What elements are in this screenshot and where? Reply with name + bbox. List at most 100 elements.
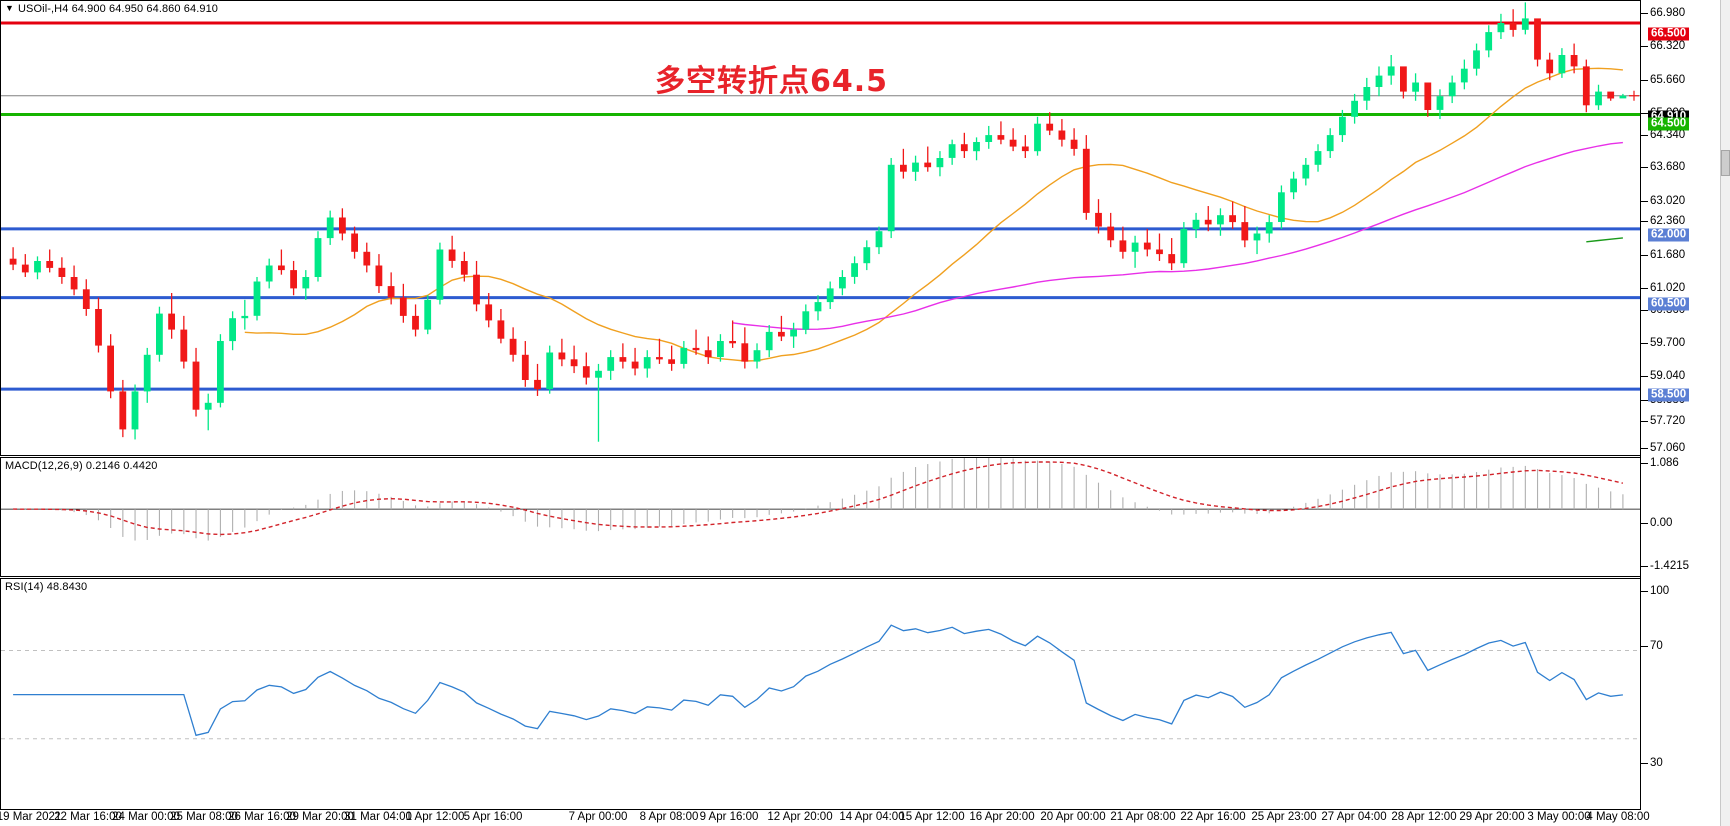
candlestick [729,341,736,344]
time-axis-label: 16 Apr 20:00 [969,811,1035,823]
candlestick [1180,228,1188,264]
candlestick [851,263,858,277]
candlestick [960,144,968,152]
macd-header: MACD(12,26,9) 0.2146 0.4420 [5,460,158,472]
candlestick [680,347,688,364]
scale-tick [1640,566,1648,567]
price-marker-label[interactable]: 66.500 [1648,27,1690,41]
candlestick [948,144,956,158]
scale-tick [1640,167,1648,168]
candlestick [1424,82,1432,110]
candlestick [314,238,322,277]
candlestick [1290,178,1297,193]
candlestick [1168,254,1176,264]
time-axis-label: 9 Apr 16:00 [699,811,759,823]
candlestick [558,352,566,360]
scale-tick [1640,221,1648,222]
candlestick [521,354,529,380]
candlestick [290,270,297,289]
price-scale[interactable]: 66.98066.32065.66065.00064.34063.68063.0… [1640,0,1730,810]
candlestick [924,162,932,168]
scale-tick [1640,310,1648,311]
candlestick [778,331,785,337]
candlestick [1375,75,1383,87]
price-marker-label[interactable]: 64.500 [1648,117,1690,131]
candlestick [497,320,505,339]
candlestick [1546,59,1554,74]
scale-tick-label: 1.086 [1650,457,1679,469]
candlestick [168,313,175,330]
time-axis-label: 1 Apr 12:00 [405,811,465,823]
time-axis[interactable]: 19 Mar 2021 22 Mar 16:00 24 Mar 00:00 25 Ma… [0,810,1650,826]
scale-tick [1640,376,1648,377]
candlestick [631,361,639,369]
candlestick [753,350,761,362]
ma-slow-line [1586,237,1623,243]
candlestick [229,318,236,342]
candlestick [339,217,346,234]
scale-tick [1640,463,1648,464]
candlestick [607,357,615,371]
time-axis-label: 3 May 00:00 [1527,811,1591,823]
scale-tick [1640,591,1648,592]
candlestick [936,158,944,168]
candlestick [70,277,78,290]
time-axis-label: 29 Mar 20:00 [286,811,354,823]
candlestick [1387,66,1395,76]
time-axis-label: 28 Apr 12:00 [1391,811,1457,823]
candlestick [107,345,114,392]
candlestick [875,231,883,248]
price-chart-panel[interactable]: ▼ USOil-,H4 64.900 64.950 64.860 64.910 [0,0,1641,456]
candlestick [1436,96,1444,110]
candlestick [582,366,590,378]
scale-axis-line [1640,0,1641,810]
candlestick [217,341,224,403]
macd-indicator-panel[interactable]: MACD(12,26,9) 0.2146 0.4420 [0,457,1641,577]
rsi-canvas[interactable] [1,579,1640,809]
candlestick [412,315,419,330]
macd-canvas[interactable] [1,458,1640,576]
candlestick [1131,242,1139,252]
candlestick [900,164,907,172]
candlestick [143,354,151,392]
scale-tick-label: 100 [1650,585,1670,597]
candlestick [692,347,700,351]
candlestick [1143,242,1151,250]
rsi-indicator-panel[interactable]: RSI(14) 48.8430 [0,578,1641,810]
chart-annotation-text: 多空转折点64.5 [655,64,889,99]
macd-graphics [1,458,1640,541]
vertical-scrollbar[interactable] [1720,0,1730,826]
candlestick [802,311,810,330]
candlestick [1570,55,1578,67]
time-axis-label: 15 Apr 12:00 [899,811,965,823]
time-axis-label: 21 Apr 08:00 [1110,811,1176,823]
scale-tick-label: 30 [1650,757,1663,769]
candlestick [302,277,310,289]
candlestick [1412,82,1419,92]
scrollbar-thumb[interactable] [1721,150,1730,176]
scale-tick-label: 61.680 [1650,249,1686,261]
candlestick [814,302,822,312]
candlestick [1046,123,1054,131]
candlestick [656,357,663,360]
candlestick [973,142,980,152]
candlestick [1473,50,1480,69]
rsi-line [13,624,1623,737]
time-axis-label: 14 Apr 04:00 [839,811,905,823]
time-axis-label: 27 Apr 04:00 [1321,811,1387,823]
candlestick [1119,240,1127,252]
scale-tick-label: 61.020 [1650,282,1686,294]
time-axis-label: 5 Apr 16:00 [463,811,523,823]
chevron-down-icon[interactable]: ▼ [5,3,15,13]
price-marker-label[interactable]: 60.500 [1648,297,1690,311]
candlestick [363,251,371,266]
time-axis-label: 31 Mar 04:00 [344,811,412,823]
candlestick [1521,18,1529,30]
price-marker-label[interactable]: 62.000 [1648,228,1690,242]
candlestick [46,261,54,268]
price-chart-canvas[interactable] [1,1,1640,455]
candlestick [1509,23,1517,30]
price-marker-label[interactable]: 58.500 [1648,388,1690,402]
candlestick [399,297,407,316]
